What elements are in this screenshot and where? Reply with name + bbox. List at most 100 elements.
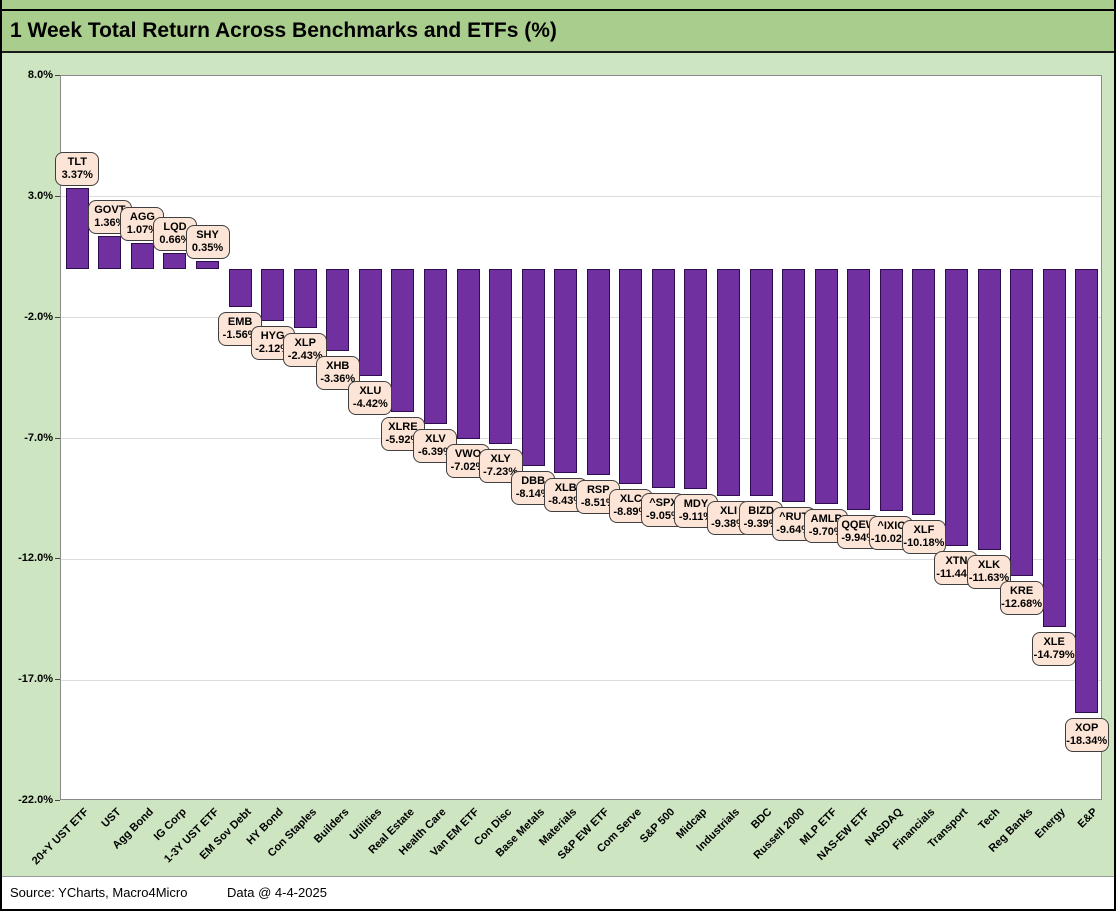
data-label-ticker: RSP — [586, 483, 610, 496]
x-axis-label: S&P 500 — [637, 806, 677, 846]
data-label-value: 0.66% — [159, 234, 191, 247]
data-label-value: -1.56% — [222, 329, 258, 342]
data-label-ticker: AGG — [129, 211, 155, 224]
data-label-value: -9.64% — [776, 524, 812, 537]
bar-RSP — [586, 269, 610, 475]
data-label-XLU: XLU -4.42% — [348, 381, 393, 416]
data-label-ticker: XTN — [945, 554, 968, 567]
data-label-ticker: ^SPX — [649, 497, 678, 510]
top-strip — [2, 0, 1114, 9]
source-text: Source: YCharts, Macro4Micro — [10, 885, 188, 900]
x-axis-label: 20+Y UST ETF — [29, 806, 91, 868]
bar-XLB — [554, 269, 578, 474]
data-label-ticker: SHY — [196, 228, 219, 241]
data-label-XOP: XOP -18.34% — [1064, 717, 1109, 752]
data-label-value: -7.02% — [450, 460, 486, 473]
data-label-ticker: XLC — [619, 493, 642, 506]
title-banner: 1 Week Total Return Across Benchmarks an… — [2, 11, 1114, 53]
bar-XLC — [619, 269, 643, 485]
bar-XLK — [977, 269, 1001, 551]
bar-^IXIC — [879, 269, 903, 512]
bar-VWO — [456, 269, 480, 439]
data-label-ticker: XLRE — [388, 421, 418, 434]
bar-XLF — [912, 269, 936, 516]
data-label-SHY: SHY 0.35% — [185, 224, 230, 259]
data-label-ticker: XLU — [359, 385, 382, 398]
data-label-value: -11.63% — [968, 572, 1010, 585]
bar-XTN — [944, 269, 968, 546]
bar-KRE — [1010, 269, 1034, 576]
y-tick-label: 8.0% — [27, 69, 53, 81]
y-tick-mark — [55, 195, 60, 197]
data-label-value: -14.79% — [1033, 648, 1075, 661]
data-label-ticker: XLV — [425, 432, 446, 445]
footer: Source: YCharts, Macro4Micro Data @ 4-4-… — [2, 876, 1114, 909]
x-axis-label: BDC — [749, 806, 775, 832]
data-label-value: -7.23% — [483, 466, 519, 479]
data-label-XLE: XLE -14.79% — [1032, 631, 1077, 666]
bar-DBB — [521, 269, 545, 467]
y-tick-label: -2.0% — [24, 310, 53, 323]
bar-EMB — [228, 269, 252, 308]
bar-XLY — [489, 269, 513, 445]
bar-XLU — [358, 269, 382, 377]
bar-MDY — [684, 269, 708, 490]
data-label-ticker: AMLP — [810, 512, 842, 525]
bar-AGG — [130, 243, 154, 270]
data-label-ticker: XLF — [913, 524, 935, 537]
bar-BIZD — [749, 269, 773, 497]
x-axis-label: Builders — [311, 806, 352, 846]
bar-AMLP — [814, 269, 838, 504]
data-label-ticker: LQD — [163, 221, 187, 234]
bar-LQD — [163, 253, 187, 270]
data-label-value: 1.07% — [126, 224, 158, 237]
gridline — [61, 196, 1101, 198]
data-label-ticker: VWO — [454, 447, 482, 460]
data-label-value: -6.39% — [418, 445, 453, 458]
gridline — [61, 317, 1101, 319]
data-label-value: -9.11% — [678, 511, 714, 524]
bar-XOP — [1075, 269, 1099, 713]
data-label-ticker: DBB — [521, 475, 546, 488]
bar-XLV — [423, 269, 447, 424]
data-label-value: -8.89% — [613, 506, 649, 519]
data-label-ticker: MDY — [683, 498, 709, 511]
bar-QQEW — [847, 269, 871, 510]
bar-TLT — [65, 187, 89, 270]
data-label-ticker: XLE — [1043, 635, 1065, 648]
data-label-value: -8.14% — [515, 488, 551, 501]
data-label-ticker: KRE — [1009, 584, 1034, 597]
y-tick-label: 3.0% — [27, 189, 53, 202]
data-label-value: -9.39% — [743, 518, 779, 531]
data-label-ticker: GOVT — [94, 204, 126, 217]
data-label-ticker: TLT — [67, 155, 87, 168]
data-label-value: 1.36% — [94, 217, 126, 230]
data-label-ticker: HYG — [260, 329, 285, 342]
chart-title: 1 Week Total Return Across Benchmarks an… — [10, 19, 557, 42]
data-label-value: -2.12% — [255, 342, 291, 355]
gridline — [61, 438, 1101, 439]
data-date-text: Data @ 4-4-2025 — [227, 885, 327, 900]
data-label-ticker: XLY — [490, 453, 511, 466]
data-label-value: -3.36% — [320, 372, 356, 385]
data-label-value: -8.43% — [548, 495, 584, 508]
data-label-value: -12.68% — [1001, 597, 1043, 610]
bar-HYG — [261, 269, 285, 321]
bar-XHB — [326, 269, 350, 351]
y-tick-mark — [55, 679, 60, 681]
data-label-QQEW: QQEW -9.94% — [836, 514, 881, 549]
data-label-ticker: ^RUT — [779, 511, 809, 524]
data-label-ticker: XLB — [554, 482, 577, 495]
gridline — [61, 679, 1101, 681]
y-tick-mark — [55, 800, 60, 801]
y-tick-mark — [55, 316, 60, 318]
data-label-AGG: AGG 1.07% — [120, 207, 165, 242]
data-label-XLF: XLF -10.18% — [901, 520, 946, 555]
bar-XLP — [293, 269, 317, 329]
data-label-ticker: QQEW — [841, 518, 877, 531]
data-label-value: -8.51% — [580, 496, 616, 509]
data-label-value: -9.05% — [645, 510, 681, 523]
data-label-value: -9.70% — [808, 525, 844, 538]
data-label-ticker: XHB — [326, 359, 350, 372]
data-label-value: -10.18% — [903, 537, 945, 550]
